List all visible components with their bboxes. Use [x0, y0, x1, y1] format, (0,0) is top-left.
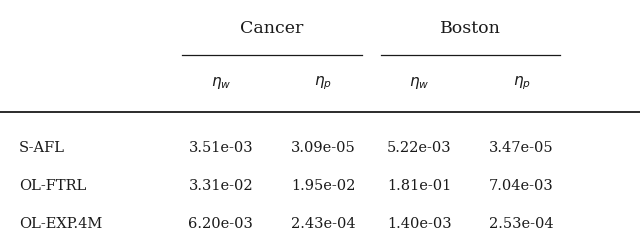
Text: 6.20e-03: 6.20e-03 [188, 217, 253, 231]
Text: $\eta_w$: $\eta_w$ [211, 75, 231, 91]
Text: OL-EXP.4M: OL-EXP.4M [19, 217, 102, 231]
Text: Boston: Boston [440, 20, 501, 37]
Text: $\eta_p$: $\eta_p$ [513, 74, 531, 92]
Text: 2.43e-04: 2.43e-04 [291, 217, 355, 231]
Text: 1.95e-02: 1.95e-02 [291, 179, 355, 193]
Text: 5.22e-03: 5.22e-03 [387, 141, 451, 154]
Text: $\eta_w$: $\eta_w$ [409, 75, 429, 91]
Text: 3.51e-03: 3.51e-03 [189, 141, 253, 154]
Text: Cancer: Cancer [240, 20, 304, 37]
Text: 1.81e-01: 1.81e-01 [387, 179, 451, 193]
Text: S-AFL: S-AFL [19, 141, 65, 154]
Text: OL-FTRL: OL-FTRL [19, 179, 86, 193]
Text: 7.04e-03: 7.04e-03 [489, 179, 554, 193]
Text: 1.40e-03: 1.40e-03 [387, 217, 451, 231]
Text: 3.47e-05: 3.47e-05 [490, 141, 554, 154]
Text: 3.31e-02: 3.31e-02 [189, 179, 253, 193]
Text: $\eta_p$: $\eta_p$ [314, 74, 332, 92]
Text: 3.09e-05: 3.09e-05 [291, 141, 356, 154]
Text: 2.53e-04: 2.53e-04 [490, 217, 554, 231]
